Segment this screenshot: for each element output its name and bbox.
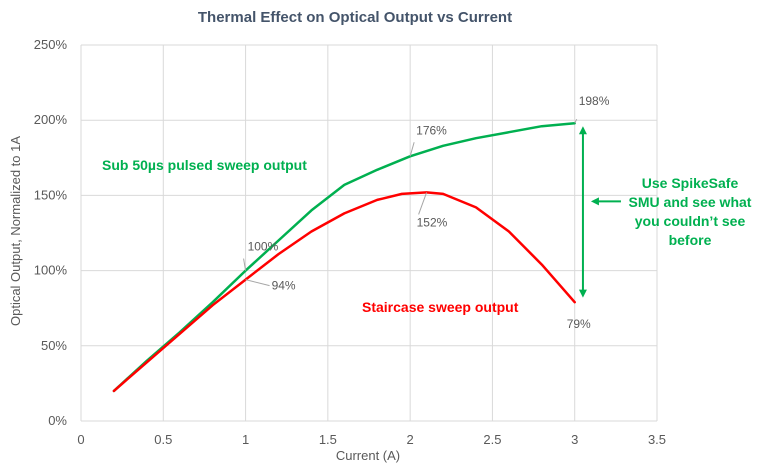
staircase-series-line <box>112 191 576 393</box>
data-label: 176% <box>416 123 447 137</box>
y-tick-label: 50% <box>41 338 67 353</box>
x-axis-label: Current (A) <box>336 448 400 463</box>
x-tick-label: 0.5 <box>154 432 172 447</box>
spikesafe-callout: Use SpikeSafe SMU and see what you couldn’… <box>629 175 752 248</box>
y-tick-label: 200% <box>34 112 68 127</box>
x-tick-label: 1.5 <box>319 432 337 447</box>
callout-line: you couldn’t see <box>635 213 746 229</box>
arrow-down-head <box>578 289 587 298</box>
data-label-leader <box>574 118 578 124</box>
pulsed-series-label: Sub 50µs pulsed sweep output <box>102 157 307 173</box>
staircase-series-label: Staircase sweep output <box>362 299 519 315</box>
callout-line: Use SpikeSafe <box>642 175 739 191</box>
x-tick-label: 1 <box>242 432 249 447</box>
difference-arrows <box>578 126 621 298</box>
x-tick-label: 2 <box>407 432 414 447</box>
data-label: 198% <box>579 94 610 108</box>
data-label-leader <box>409 142 415 157</box>
data-label-leader <box>245 279 270 287</box>
x-tick-label: 0 <box>77 432 84 447</box>
callout-line: SMU and see what <box>629 194 752 210</box>
y-tick-label: 0% <box>48 413 67 428</box>
chart-title: Thermal Effect on Optical Output vs Curr… <box>198 9 512 26</box>
x-tick-label: 3.5 <box>648 432 666 447</box>
data-label: 100% <box>248 240 279 254</box>
gridlines <box>80 44 658 422</box>
arrow-left-head <box>590 197 599 206</box>
data-labels: 100% 176% 198% 94% 152% 79% <box>243 94 610 331</box>
x-tick-label: 3 <box>571 432 578 447</box>
y-tick-label: 150% <box>34 187 68 202</box>
arrow-up-head <box>578 126 587 135</box>
data-label: 94% <box>272 279 296 293</box>
y-tick-label: 100% <box>34 263 68 278</box>
x-tick-labels: 0 0.5 1 1.5 2 2.5 3 3.5 <box>77 432 666 447</box>
y-tick-label: 250% <box>34 37 68 52</box>
x-tick-label: 2.5 <box>483 432 501 447</box>
pulsed-series-line <box>112 121 576 393</box>
data-label-leader <box>418 192 428 215</box>
y-tick-labels: 0% 50% 100% 150% 200% 250% <box>34 37 68 428</box>
data-label: 79% <box>567 317 591 331</box>
data-label-leader <box>243 258 247 271</box>
data-label: 152% <box>417 215 448 229</box>
callout-line: before <box>669 232 712 248</box>
y-axis-label: Optical Output, Normalized to 1A <box>8 136 23 326</box>
series-lines <box>112 121 576 393</box>
